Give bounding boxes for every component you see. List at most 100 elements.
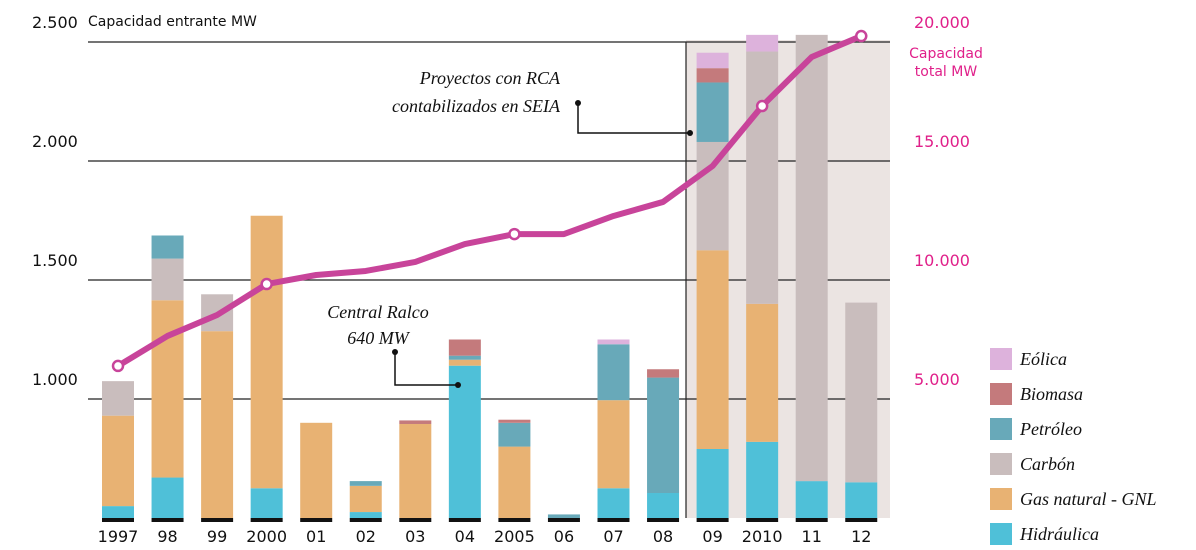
x-tick-label: 07 — [603, 527, 623, 546]
bar-segment — [696, 82, 729, 142]
annotation-text: contabilizados en SEIA — [392, 96, 561, 116]
leader — [394, 352, 458, 386]
x-tick-label: 2005 — [494, 527, 535, 546]
y2-axis-label: total MW — [915, 64, 978, 80]
line-marker — [755, 99, 769, 113]
y-axis-label: Capacidad entrante MW — [88, 14, 257, 30]
bar-segment — [399, 423, 432, 518]
annotation-text: 640 MW — [347, 328, 410, 348]
line-marker — [260, 277, 273, 291]
x-tick-label: 99 — [207, 527, 227, 546]
bar-segment — [795, 34, 828, 482]
y-tick-label: 1.000 — [32, 370, 78, 389]
bar-segment — [448, 359, 481, 366]
bar-segment — [647, 369, 680, 378]
bar-segment — [647, 377, 680, 494]
y2-tick-label: 15.000 — [914, 132, 970, 151]
bar-segment — [151, 235, 184, 259]
bar-segment — [102, 415, 134, 507]
legend-swatch — [990, 488, 1012, 510]
bar-segment — [845, 482, 878, 518]
line-series — [111, 29, 868, 373]
legend-label: Eólica — [1019, 349, 1067, 369]
bar-segment — [448, 339, 481, 356]
bar-segment — [151, 300, 184, 478]
bar-segment — [597, 400, 630, 489]
y-tick-label: 2.500 — [32, 13, 78, 32]
bar-segment — [201, 331, 234, 518]
x-tick-label: 11 — [802, 527, 822, 546]
bars: 1997 98 99 2000 01 02 03 04 2005 06 07 08 09 2010 11 12 — [98, 34, 878, 546]
bar-segment — [696, 448, 729, 518]
y2-tick-label: 5.000 — [914, 370, 960, 389]
legend-label: Gas natural - GNL — [1020, 489, 1157, 509]
y-tick-label: 1.500 — [32, 251, 78, 270]
legend-swatch — [990, 523, 1012, 545]
bar-segment — [746, 51, 779, 304]
annotation: Central Ralco 640 MW — [327, 302, 461, 388]
bar-segment — [151, 258, 184, 301]
legend-label: Petróleo — [1019, 419, 1082, 439]
legend-label: Hidráulica — [1019, 524, 1099, 544]
x-tick-label: 02 — [356, 527, 376, 546]
bar-segment — [746, 441, 779, 518]
bar-segment — [250, 215, 283, 489]
bar-segment — [102, 381, 134, 416]
leader-dot — [455, 382, 461, 388]
legend: Eólica Biomasa Petróleo Carbón Gas natural -… — [990, 348, 1157, 545]
x-tick-label: 12 — [851, 527, 871, 546]
bar-segment — [448, 365, 481, 518]
bar-segment — [349, 485, 382, 513]
leader-dot — [575, 100, 581, 106]
bar-segment — [498, 419, 531, 423]
annotation: Proyectos con RCA contabilizados en SEIA — [392, 68, 693, 136]
legend-label: Biomasa — [1020, 384, 1083, 404]
bar-segment — [597, 339, 630, 345]
bar-segment — [746, 303, 779, 442]
y2-axis-label: Capacidad — [909, 46, 983, 62]
legend-swatch — [990, 348, 1012, 370]
legend-swatch — [990, 383, 1012, 405]
x-tick-label: 06 — [554, 527, 574, 546]
bar-segment — [498, 422, 531, 447]
legend-swatch — [990, 453, 1012, 475]
bar-segment — [250, 488, 283, 518]
line-marker — [508, 227, 521, 241]
bar-segment — [696, 52, 729, 69]
bar-segment — [300, 422, 333, 518]
bar-segment — [102, 506, 134, 518]
leader-dot — [392, 349, 398, 355]
bar-segment — [349, 481, 382, 486]
x-tick-label: 04 — [455, 527, 475, 546]
leader-dot — [687, 130, 693, 136]
y-tick-label: 2.000 — [32, 132, 78, 151]
x-tick-label: 09 — [702, 527, 722, 546]
leader — [577, 103, 690, 134]
bar-segment — [151, 477, 184, 518]
bar-segment — [448, 355, 481, 360]
x-tick-label: 98 — [157, 527, 177, 546]
bar-segment — [696, 250, 729, 449]
bar-segment — [547, 514, 580, 518]
legend-label: Carbón — [1020, 454, 1075, 474]
x-tick-label: 03 — [405, 527, 425, 546]
bar-segment — [746, 34, 779, 52]
x-tick-label: 2000 — [246, 527, 287, 546]
x-tick-label: 1997 — [98, 527, 139, 546]
line-marker — [855, 29, 868, 43]
bar-segment — [696, 141, 729, 251]
bar-segment — [597, 488, 630, 518]
bar-segment — [498, 446, 531, 518]
line-marker — [111, 359, 125, 373]
annotation-text: Proyectos con RCA — [419, 68, 561, 88]
bar-segment — [399, 420, 432, 424]
annotation-text: Central Ralco — [327, 302, 429, 322]
bar-segment — [647, 493, 680, 518]
bar-segment — [597, 344, 630, 401]
total-line — [116, 33, 863, 369]
x-tick-label: 2010 — [742, 527, 783, 546]
bar-segment — [795, 481, 828, 518]
x-tick-label: 01 — [306, 527, 326, 546]
legend-swatch — [990, 418, 1012, 440]
